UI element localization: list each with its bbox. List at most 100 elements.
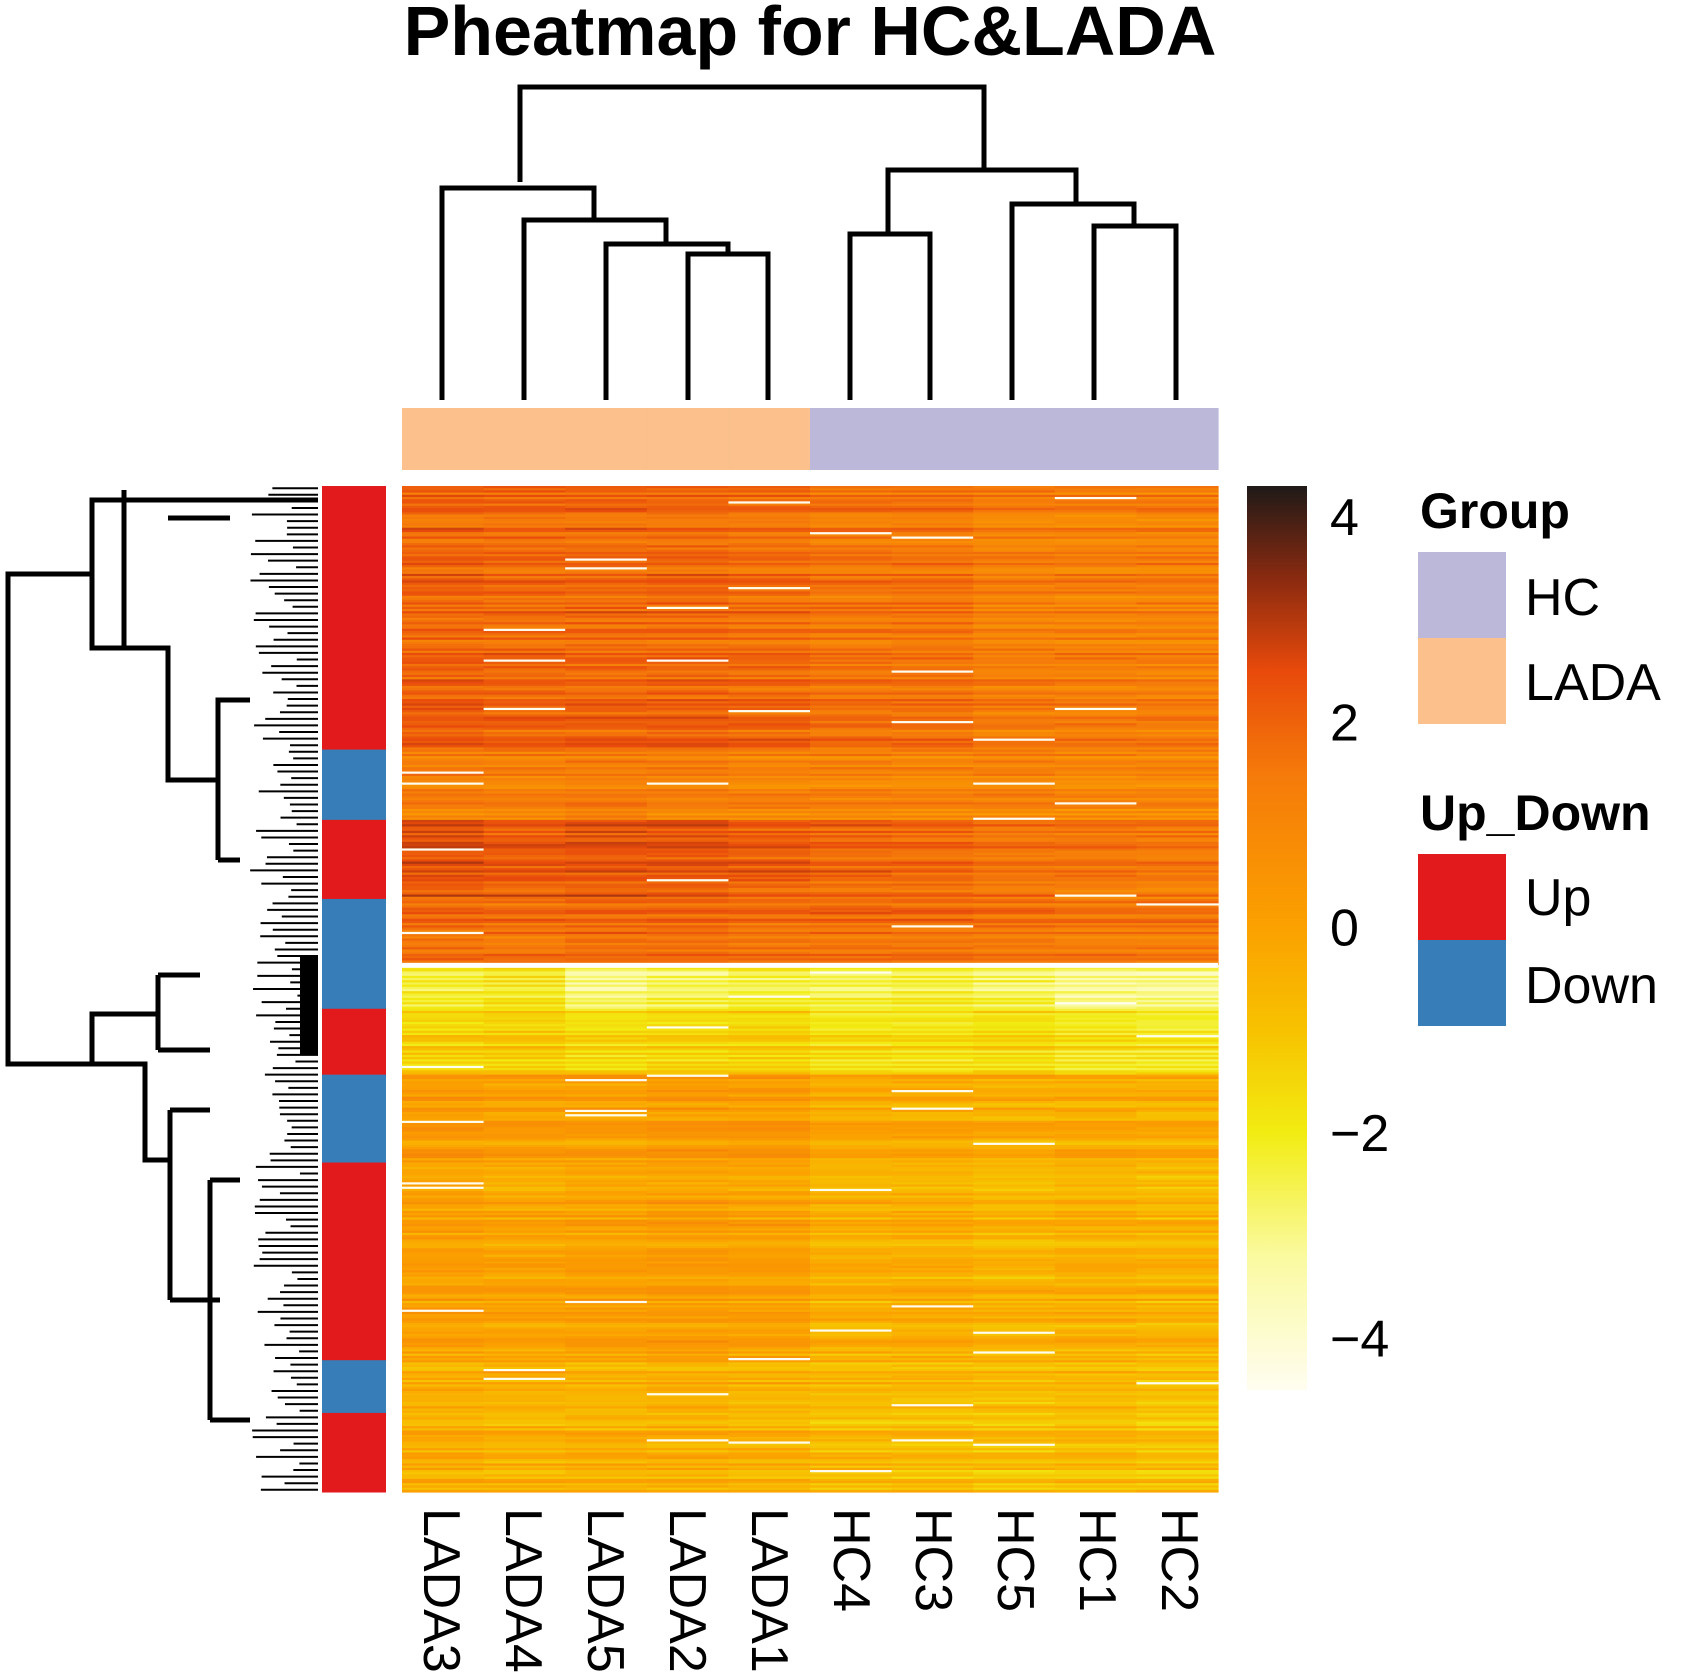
heat-cell bbox=[891, 1256, 974, 1260]
heat-cell bbox=[728, 701, 811, 705]
row-dendro-link bbox=[124, 645, 210, 783]
heat-cell bbox=[565, 1379, 648, 1383]
heat-cell bbox=[1136, 1177, 1219, 1181]
heat-cell bbox=[565, 589, 648, 593]
heat-cell bbox=[728, 863, 811, 867]
heat-cell bbox=[728, 1219, 811, 1223]
heat-cell bbox=[483, 655, 566, 658]
heat-cell bbox=[402, 1116, 485, 1120]
heat-cell bbox=[891, 547, 974, 551]
heat-cell bbox=[891, 1175, 974, 1179]
heat-cell bbox=[402, 1393, 485, 1396]
heat-cell bbox=[1054, 1375, 1137, 1379]
heat-cell bbox=[1136, 806, 1219, 810]
heat-cell bbox=[646, 1481, 729, 1484]
heat-cell bbox=[810, 791, 893, 795]
heat-cell bbox=[810, 613, 893, 617]
heat-cell bbox=[810, 694, 893, 698]
heat-cell bbox=[1136, 764, 1219, 768]
heat-cell bbox=[1136, 1063, 1219, 1067]
heat-cell bbox=[1054, 989, 1137, 992]
heat-cell bbox=[1054, 604, 1137, 608]
heat-cell bbox=[1136, 490, 1219, 494]
heat-cell bbox=[728, 1333, 811, 1337]
heat-cell bbox=[1136, 732, 1219, 735]
heat-cell bbox=[728, 1114, 811, 1117]
heat-cell bbox=[1054, 876, 1137, 880]
heat-cell bbox=[1136, 1182, 1219, 1186]
heat-cell bbox=[728, 771, 811, 775]
heat-cell bbox=[973, 672, 1056, 676]
heat-cell bbox=[1136, 870, 1219, 874]
heat-cell bbox=[1136, 800, 1219, 803]
heat-cell bbox=[973, 622, 1056, 625]
heat-cell bbox=[810, 874, 893, 878]
heat-cell bbox=[483, 1118, 566, 1122]
heat-cell bbox=[728, 1002, 811, 1005]
heat-cell bbox=[646, 861, 729, 865]
heat-cell bbox=[810, 1265, 893, 1269]
heat-cell bbox=[891, 1021, 974, 1025]
heat-cell bbox=[1136, 857, 1219, 861]
heat-cell bbox=[483, 969, 566, 973]
heat-cell bbox=[891, 1024, 974, 1027]
heat-cell bbox=[402, 1197, 485, 1201]
heat-cell bbox=[973, 598, 1056, 601]
heat-cell bbox=[402, 1333, 485, 1337]
heat-cell bbox=[1136, 1164, 1219, 1168]
heat-cell bbox=[565, 1351, 648, 1355]
heat-cell bbox=[646, 1230, 729, 1234]
heat-cell bbox=[1054, 1243, 1137, 1247]
heat-cell bbox=[1054, 1028, 1137, 1032]
heat-cell bbox=[728, 999, 811, 1003]
heat-cell bbox=[646, 984, 729, 988]
heat-cell bbox=[728, 576, 811, 579]
heat-cell bbox=[1136, 714, 1219, 718]
heat-cell bbox=[810, 534, 893, 538]
heat-cell bbox=[402, 635, 485, 639]
heat-cell bbox=[810, 580, 893, 584]
heat-cell bbox=[891, 1358, 974, 1361]
heat-cell bbox=[973, 1151, 1056, 1155]
heat-cell bbox=[565, 641, 648, 645]
heat-cell bbox=[1054, 1353, 1137, 1357]
heat-cell bbox=[646, 1092, 729, 1096]
heat-cell bbox=[1054, 1112, 1137, 1115]
heat-cell bbox=[646, 547, 729, 551]
heat-cell bbox=[728, 894, 811, 898]
heat-cell bbox=[565, 1373, 648, 1377]
heat-cell bbox=[810, 938, 893, 942]
heat-cell bbox=[891, 870, 974, 874]
heat-cell bbox=[402, 503, 485, 507]
heat-cell bbox=[810, 1164, 893, 1168]
heat-cell bbox=[646, 982, 729, 986]
heat-cell bbox=[891, 989, 974, 992]
heat-cell bbox=[891, 1219, 974, 1223]
heat-cell bbox=[810, 1081, 893, 1085]
heat-cell bbox=[483, 690, 566, 694]
heat-cell bbox=[402, 940, 485, 944]
heat-cell bbox=[973, 727, 1056, 731]
heat-cell bbox=[565, 1338, 648, 1342]
heat-cell bbox=[973, 876, 1056, 880]
heat-cell bbox=[1054, 696, 1137, 700]
heat-cell bbox=[1054, 674, 1137, 678]
heat-cell bbox=[646, 887, 729, 891]
heat-cell bbox=[1136, 909, 1219, 913]
heat-cell bbox=[646, 670, 729, 674]
heat-cell bbox=[565, 1406, 648, 1410]
heat-cell bbox=[728, 927, 811, 931]
heat-cell bbox=[728, 1417, 811, 1421]
heat-cell bbox=[891, 1191, 974, 1194]
heat-cell bbox=[646, 1408, 729, 1412]
heat-cell bbox=[728, 1164, 811, 1168]
heat-cell bbox=[402, 1144, 485, 1148]
heat-cell bbox=[402, 925, 485, 929]
heat-cell bbox=[646, 694, 729, 698]
col-label: HC5 bbox=[986, 1508, 1044, 1612]
heat-cell bbox=[402, 868, 485, 871]
heat-cell bbox=[728, 1243, 811, 1247]
heat-cell bbox=[402, 918, 485, 922]
heat-cell bbox=[1054, 967, 1137, 970]
heat-cell bbox=[565, 742, 648, 746]
